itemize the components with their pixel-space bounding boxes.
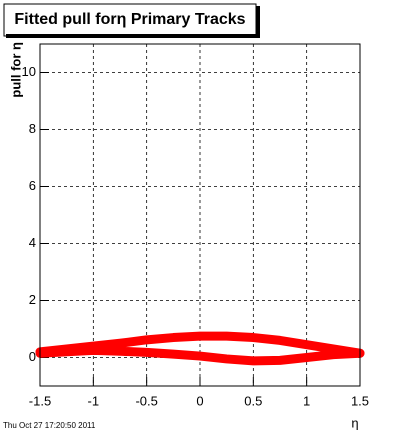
x-tick-label: -1.5 <box>29 393 51 408</box>
chart-title: Fitted pull forη Primary Tracks <box>14 11 245 28</box>
plot-frame <box>39 43 361 387</box>
y-axis-label: pull for η <box>8 42 23 98</box>
x-axis-label: η <box>351 415 358 430</box>
y-tick-label: 2 <box>29 292 36 307</box>
y-tick-label: 0 <box>29 349 36 364</box>
x-tick-label: 0 <box>196 393 203 408</box>
x-tick-label: -1 <box>88 393 100 408</box>
y-tick-label: 10 <box>22 64 36 79</box>
x-tick-label: -0.5 <box>135 393 157 408</box>
title-shadow <box>256 6 260 38</box>
y-tick-label: 4 <box>29 235 36 250</box>
x-tick-label: 0.5 <box>244 393 262 408</box>
y-tick-label: 8 <box>29 121 36 136</box>
title-box <box>3 3 257 37</box>
x-tick-label: 1.5 <box>351 393 369 408</box>
timestamp: Thu Oct 27 17:20:50 2011 <box>3 421 96 430</box>
x-tick-label: 1 <box>303 393 310 408</box>
title-shadow <box>6 34 258 38</box>
data-line <box>35 345 365 366</box>
y-tick-label: 6 <box>29 178 36 193</box>
